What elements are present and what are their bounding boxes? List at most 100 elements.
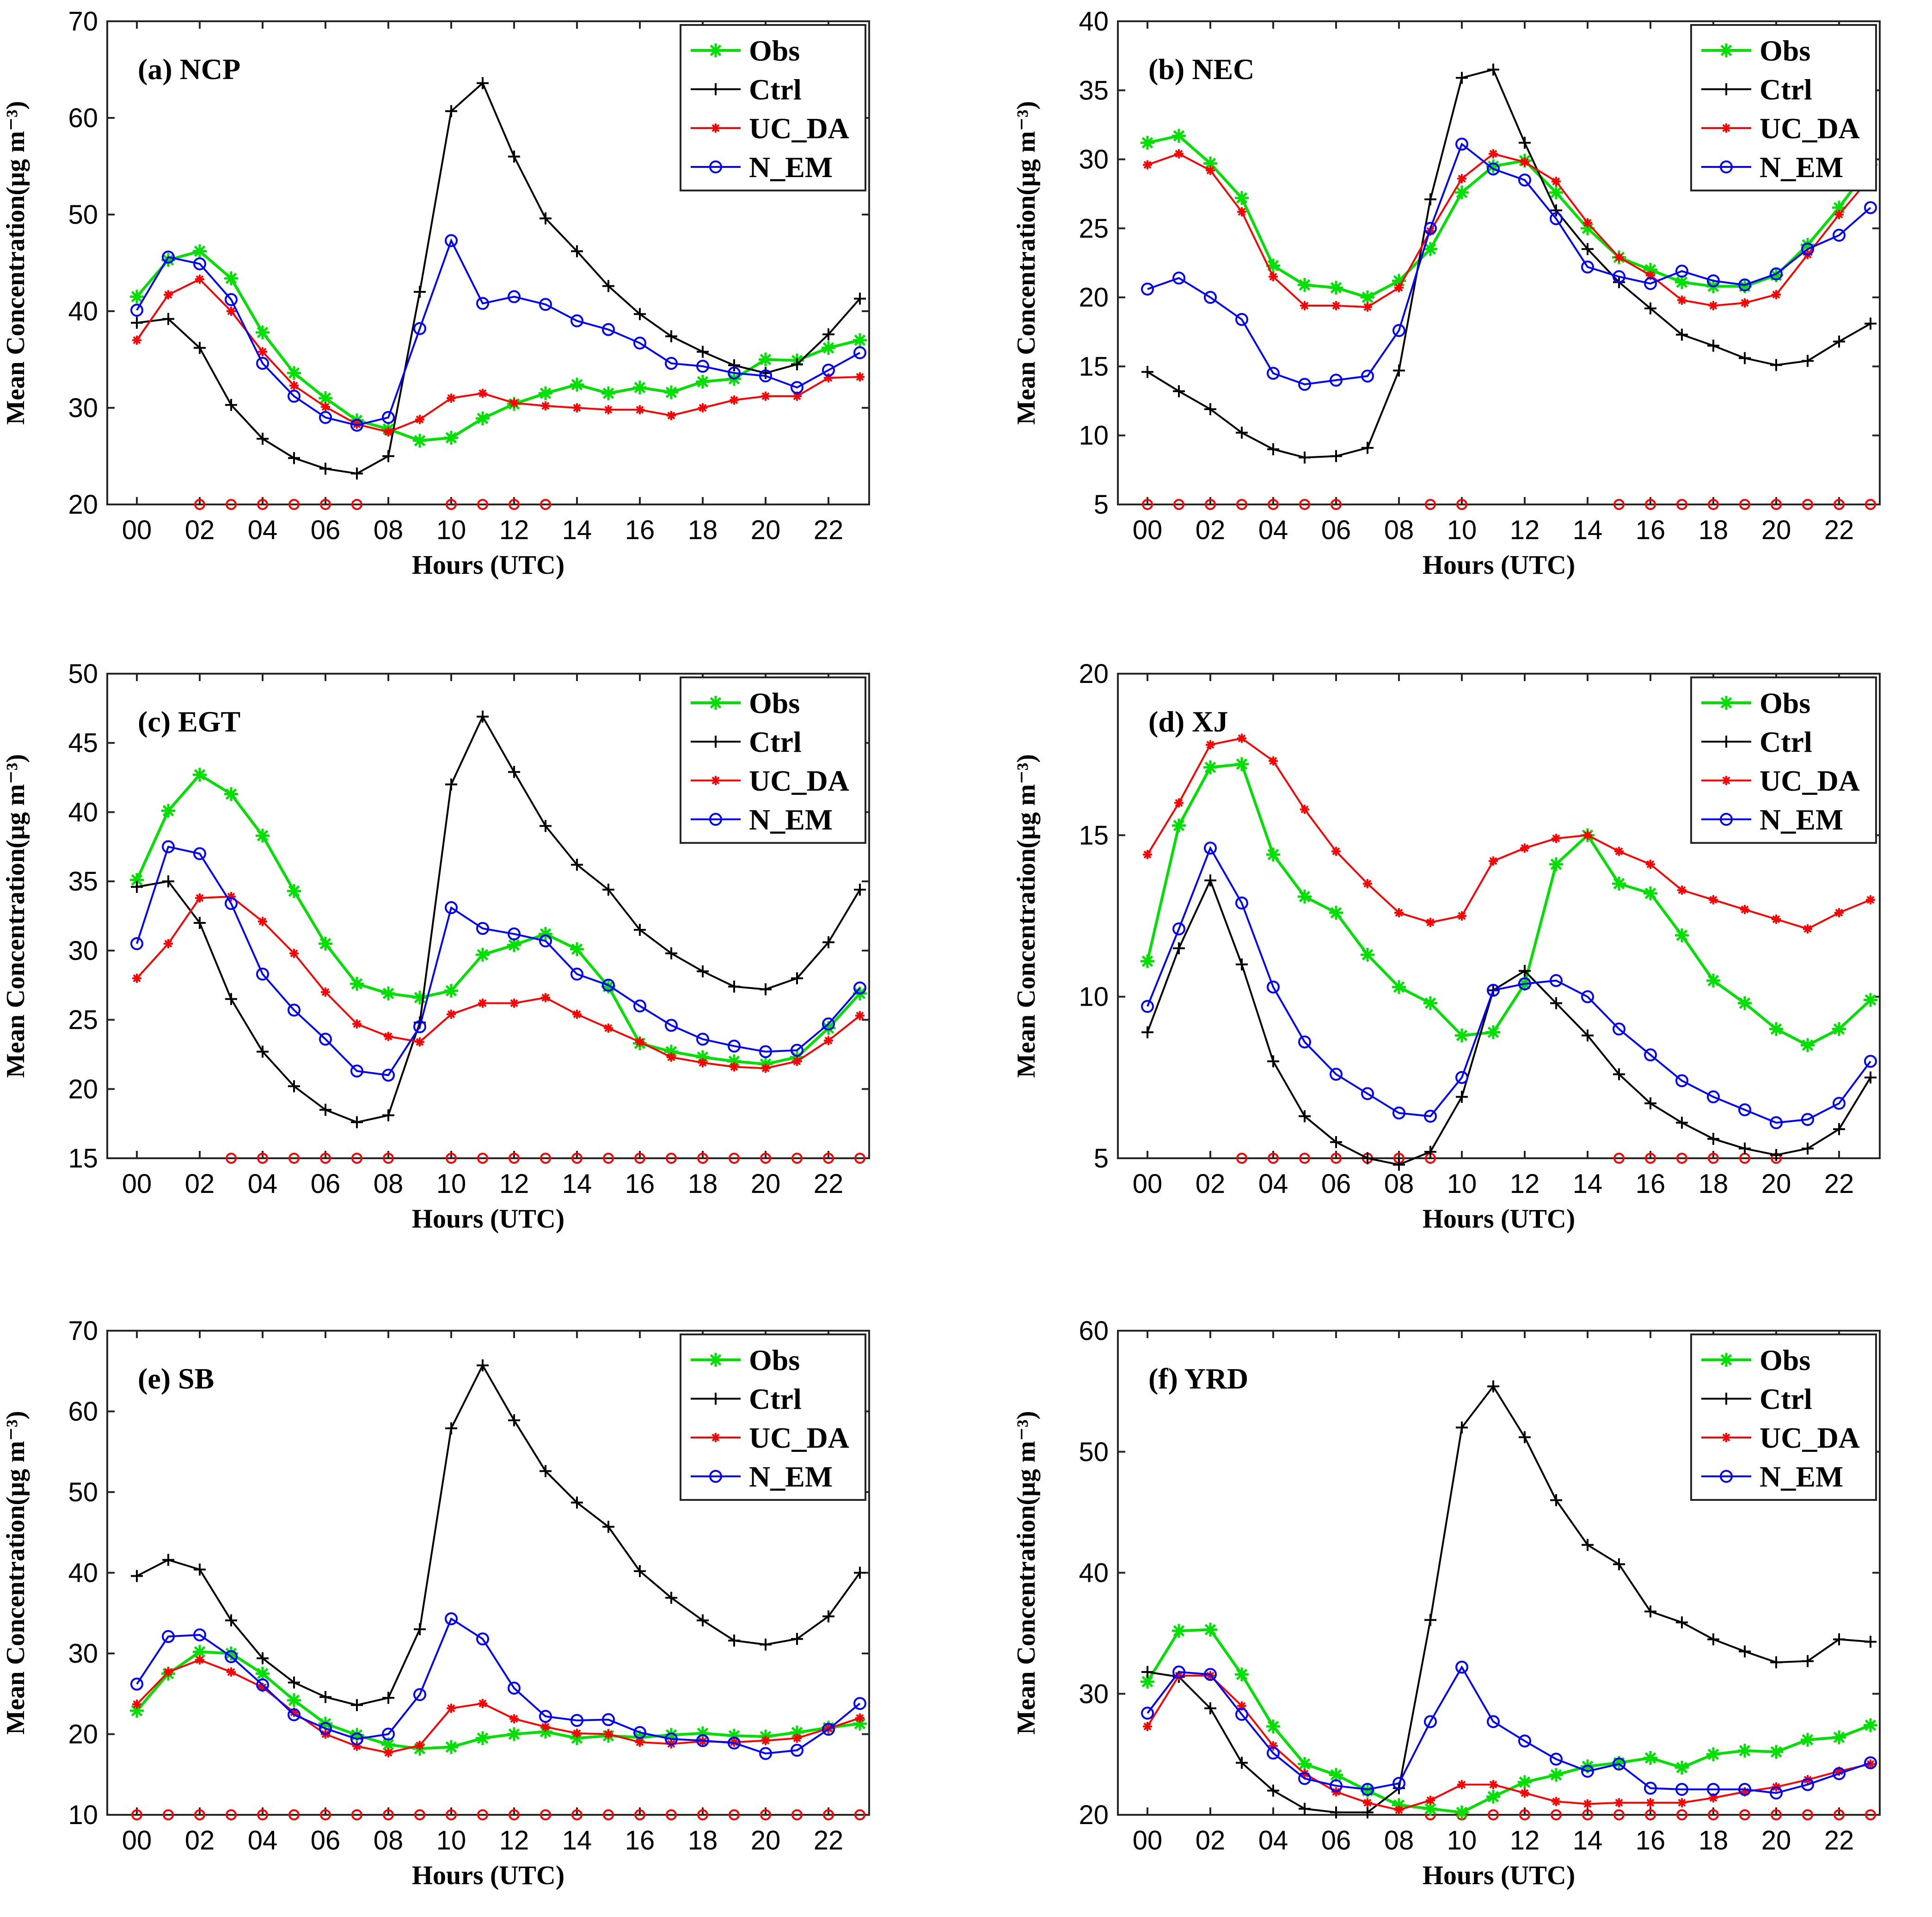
legend-marker [1719,1353,1733,1367]
data-point [1141,283,1154,296]
data-point [1392,1106,1405,1120]
data-point [570,377,584,392]
data-point [256,325,270,339]
data-point [539,386,552,400]
data-point [415,1740,424,1750]
significance-marker [729,1153,740,1164]
data-point [792,1057,802,1066]
significance-marker [571,1809,583,1820]
data-point [1676,328,1688,341]
data-point [1864,993,1877,1007]
data-point [1362,1152,1374,1164]
y-tick-label: 5 [1094,1143,1109,1174]
x-tick-label: 18 [688,1825,718,1856]
data-point [445,234,458,247]
data-point [193,1628,206,1641]
data-point [854,884,866,896]
x-tick-label: 08 [1384,1825,1414,1856]
significance-marker [1236,1153,1247,1164]
data-point [1646,860,1655,869]
legend-marker [1720,83,1732,95]
significance-marker [760,1153,771,1164]
data-point [792,1733,802,1743]
significance-marker [1771,1809,1782,1820]
legend: Obs Ctrl UC_DA N_EM [1690,1333,1877,1501]
significance-marker [1834,499,1845,510]
legend-label: Obs [749,34,800,67]
data-point [571,859,583,871]
data-point [1675,928,1689,942]
data-point [602,1521,614,1533]
significance-marker [414,1809,425,1820]
data-point [1707,274,1720,288]
x-axis-label: Hours (UTC) [1423,1860,1575,1890]
data-point [539,934,552,947]
data-point [1361,1783,1374,1796]
significance-marker [1739,499,1750,510]
data-point [1801,1038,1815,1052]
data-point [1582,1539,1594,1551]
data-point [759,369,772,383]
data-point [1172,818,1186,833]
data-point [1644,886,1657,901]
data-point [1455,185,1469,200]
data-point [572,1728,582,1738]
panel-label: (f) YRD [1148,1362,1248,1395]
significance-marker [509,499,520,510]
data-point [728,1039,741,1053]
data-point [760,983,772,995]
data-point [227,307,236,316]
data-point [822,1723,835,1736]
data-point [602,978,615,992]
legend: Obs Ctrl UC_DA N_EM [1690,24,1877,191]
data-point [350,1732,363,1745]
x-tick-label: 22 [814,1169,844,1199]
legend-marker [1722,1433,1731,1442]
legend-marker [710,1393,722,1405]
data-point [508,927,521,940]
data-point [1235,1708,1248,1721]
data-point [225,1614,237,1627]
y-tick-label: 70 [68,6,98,37]
panel-label: (e) SB [138,1362,214,1395]
significance-marker [477,1153,488,1164]
data-point [633,1726,646,1739]
x-tick-label: 04 [1258,1825,1288,1856]
y-tick-label: 70 [68,1316,98,1346]
x-tick-label: 22 [1824,1825,1854,1856]
data-point [1298,278,1312,292]
x-axis-label: Hours (UTC) [412,1860,564,1890]
significance-marker [1739,1809,1750,1820]
data-point [1738,1783,1751,1796]
legend-marker [710,736,722,748]
data-point [381,986,395,1001]
significance-marker [1865,1809,1876,1820]
panel-label: (c) EGT [138,705,240,738]
data-point [1423,242,1437,256]
data-point [854,292,866,305]
data-point [604,405,613,415]
data-point [131,881,143,893]
x-tick-label: 20 [751,1825,781,1856]
significance-marker [1676,499,1687,510]
x-tick-label: 16 [625,1169,655,1199]
x-tick-label: 12 [499,1169,529,1199]
significance-marker [1613,499,1625,510]
data-point [1143,160,1152,170]
x-tick-label: 02 [185,1169,215,1199]
data-point [477,710,489,723]
y-axis-label: Mean Concentration(μg m⁻³) [1012,754,1041,1078]
data-point [539,298,552,311]
data-point [635,405,644,415]
data-point [730,1062,739,1072]
x-tick-label: 00 [122,1169,152,1199]
significance-marker [729,1809,740,1820]
significance-marker [1708,499,1719,510]
data-point [1489,1780,1498,1789]
panel-label: (b) NEC [1148,53,1254,86]
data-point [1456,1421,1468,1434]
data-point [193,257,206,270]
data-point [1833,335,1845,348]
x-tick-label: 14 [562,1825,592,1856]
data-point [1269,756,1278,766]
